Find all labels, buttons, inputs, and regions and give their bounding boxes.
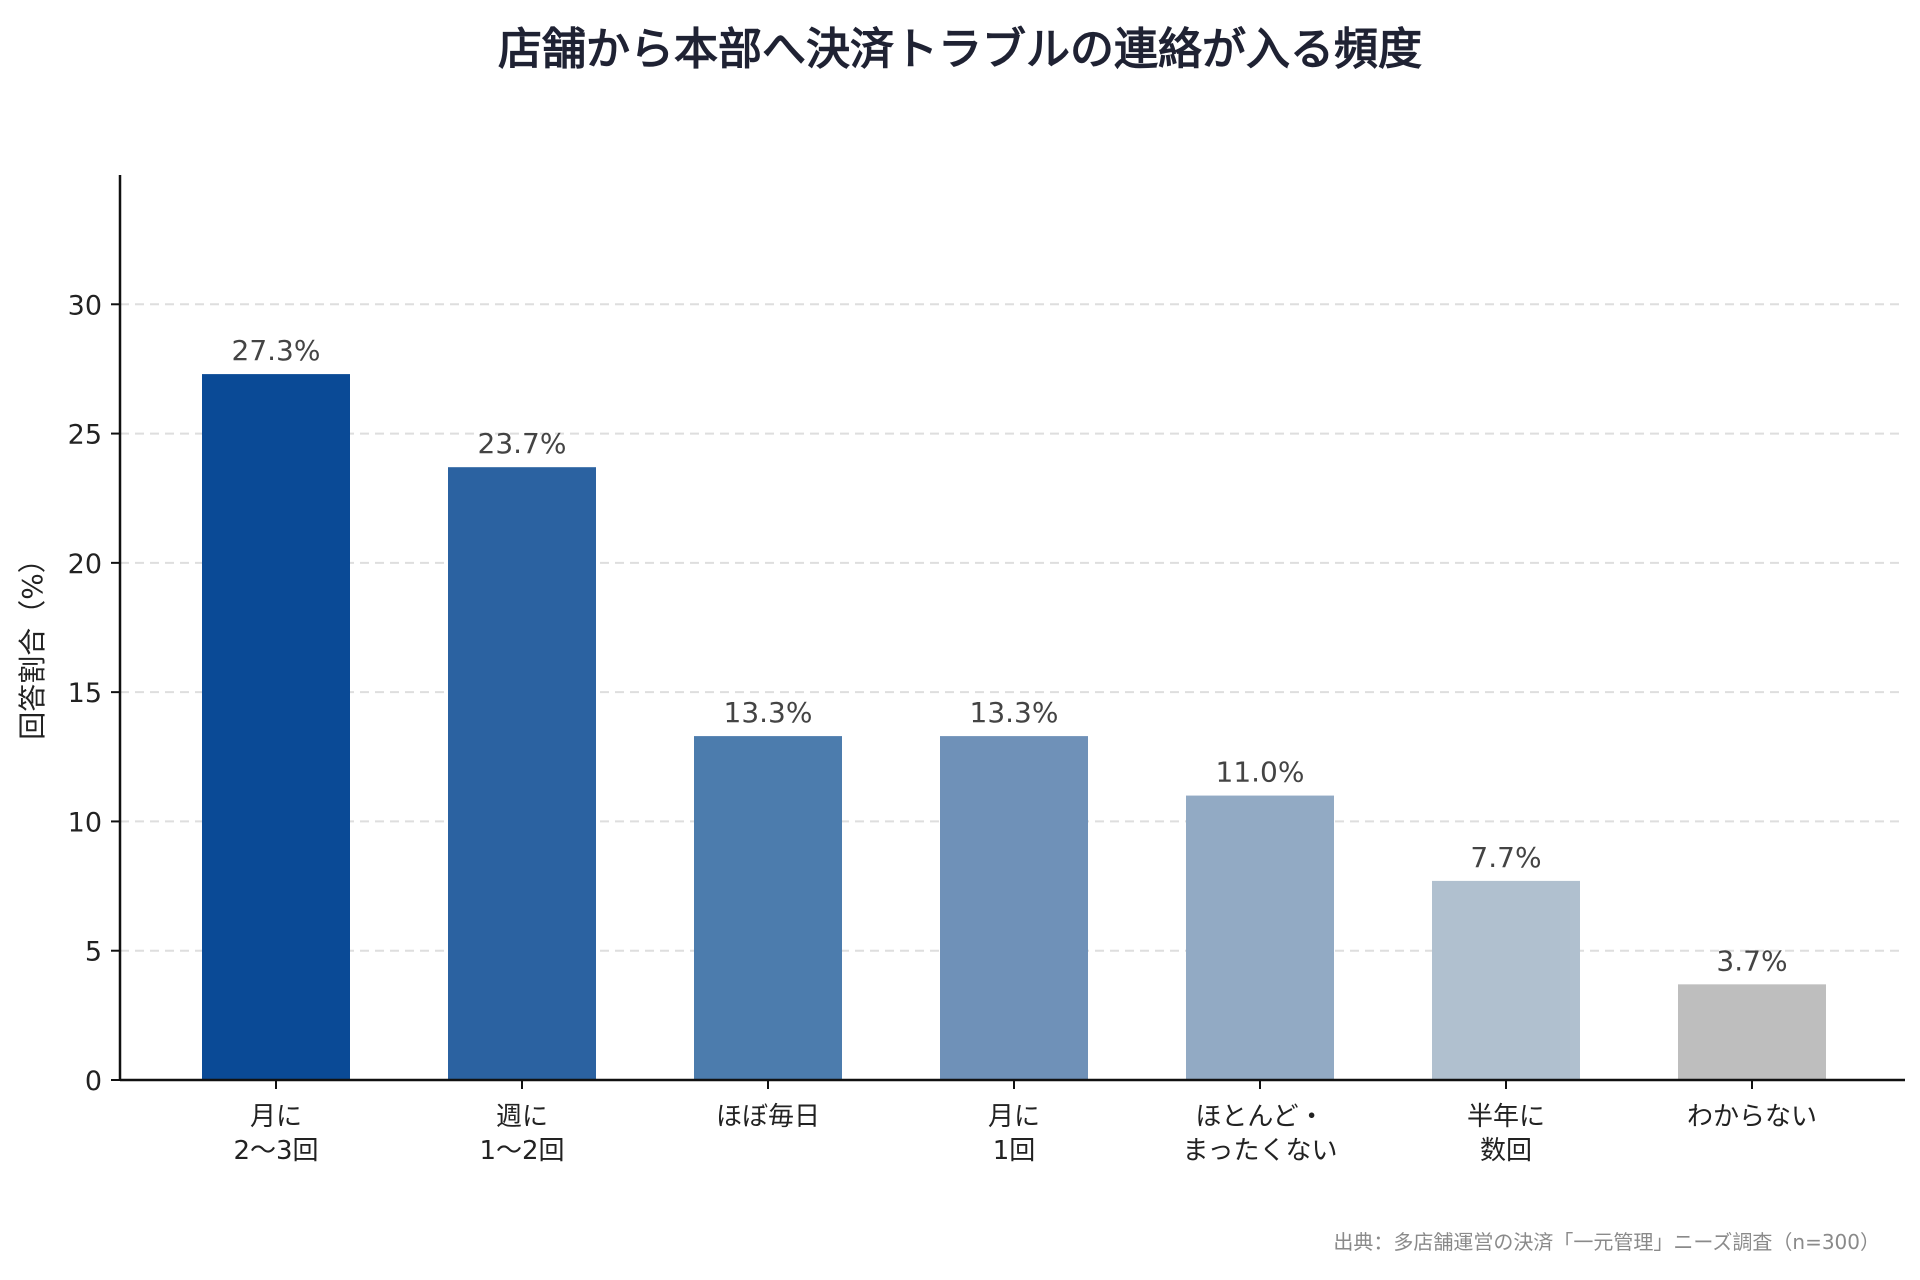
bars	[202, 374, 1826, 1081]
bar	[1432, 880, 1580, 1080]
y-axis-ticks: 0 5 10 15 20 25 30	[68, 290, 120, 1097]
y-axis-label: 回答割合（%）	[16, 545, 49, 740]
x-tick-label: ほとんど・まったくない	[1183, 1102, 1338, 1166]
bar-value-label: 11.0%	[1216, 756, 1305, 789]
x-axis-labels: 月に 2〜3回 週に 1〜2回 ほぼ毎日 月に 1回 ほとんど・まったくない 半年に数回 わからな…	[233, 1080, 1817, 1166]
y-tick-label: 30	[68, 290, 102, 321]
source-note: 出典：多店舗運営の決済「一元管理」ニーズ調査（n=300）	[1333, 1230, 1880, 1254]
y-tick-label: 10	[68, 807, 102, 838]
bar	[448, 467, 596, 1081]
bar-value-label: 13.3%	[724, 696, 813, 729]
x-tick-label: わからない	[1687, 1102, 1817, 1132]
bar	[1678, 984, 1826, 1080]
x-tick-label: 月に 1回	[988, 1102, 1040, 1166]
bar	[1186, 795, 1334, 1080]
bar-value-label: 7.7%	[1470, 841, 1541, 874]
bar-value-label: 3.7%	[1716, 944, 1787, 977]
y-tick-label: 15	[68, 678, 102, 709]
y-tick-label: 5	[85, 937, 102, 968]
y-tick-label: 20	[68, 549, 102, 580]
bar	[202, 374, 350, 1081]
x-tick-label: 月に 2〜3回	[233, 1102, 318, 1166]
x-tick-label: 週に 1〜2回	[479, 1102, 564, 1166]
bar-value-label: 27.3%	[232, 334, 321, 367]
x-tick-label: 半年に数回	[1467, 1102, 1545, 1166]
y-tick-label: 25	[68, 420, 102, 451]
bar-value-label: 13.3%	[970, 696, 1059, 729]
chart-title: 店舗から本部へ決済トラブルの連絡が入る頻度	[498, 24, 1422, 75]
bar	[694, 736, 842, 1080]
y-tick-label: 0	[85, 1066, 102, 1097]
bar	[940, 736, 1088, 1080]
value-labels: 27.3% 23.7% 13.3% 13.3% 11.0% 7.7% 3.7%	[232, 334, 1788, 977]
bar-value-label: 23.7%	[478, 427, 567, 460]
x-tick-label: ほぼ毎日	[716, 1102, 820, 1132]
